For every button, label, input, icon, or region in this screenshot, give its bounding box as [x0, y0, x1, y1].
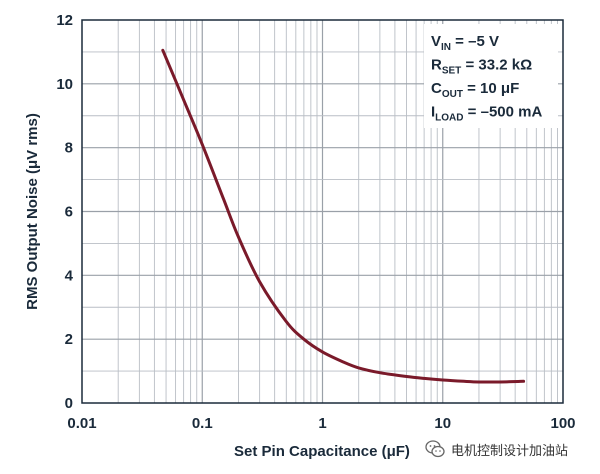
annotation-line: COUT = 10 μF — [431, 80, 519, 100]
wechat-icon — [425, 440, 445, 458]
x-axis-label: Set Pin Capacitance (μF) — [234, 443, 410, 460]
plot-frame — [81, 19, 564, 404]
y-tick-label: 10 — [56, 76, 73, 93]
annotation-box — [424, 24, 558, 128]
watermark: 电机控制设计加油站 — [425, 438, 595, 460]
x-tick-label: 10 — [434, 415, 451, 432]
conditions-annotation: VIN = –5 V RSET = 33.2 kΩ COUT = 10 μF ILOA… — [424, 24, 558, 128]
y-tick-label: 8 — [65, 140, 73, 157]
y-tick-label: 12 — [56, 12, 73, 29]
y-tick-labels: 0 2 4 6 8 10 12 — [56, 12, 73, 412]
annotation-line: ILOAD = –500 mA — [431, 104, 542, 124]
annotation-line: VIN = –5 V — [431, 33, 499, 53]
y-axis-label: RMS Output Noise (μV rms) — [24, 113, 41, 310]
x-tick-labels: 0.01 0.1 1 10 100 — [67, 415, 575, 432]
x-tick-label: 0.01 — [67, 415, 96, 432]
x-tick-label: 0.1 — [192, 415, 213, 432]
y-tick-label: 2 — [65, 331, 73, 348]
watermark-text: 电机控制设计加油站 — [451, 443, 569, 459]
annotation-line: RSET = 33.2 kΩ — [431, 57, 532, 77]
series-group — [161, 48, 526, 384]
series-line — [161, 48, 526, 384]
y-tick-label: 4 — [65, 267, 74, 284]
x-tick-label: 1 — [318, 415, 326, 432]
x-tick-label: 100 — [550, 415, 575, 432]
y-tick-label: 0 — [65, 395, 73, 412]
y-tick-label: 6 — [65, 204, 73, 221]
